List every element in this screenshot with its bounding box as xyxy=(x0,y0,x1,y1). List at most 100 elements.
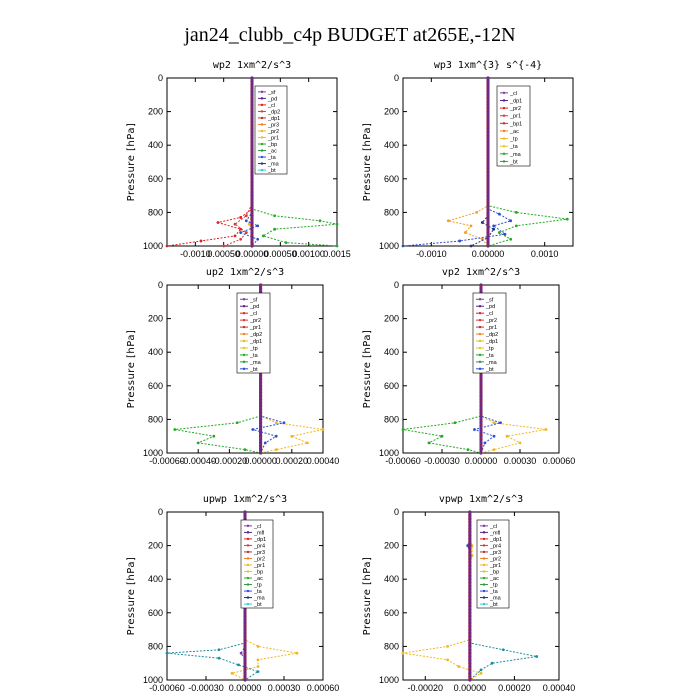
zero-line-marker xyxy=(243,648,247,652)
legend-marker xyxy=(260,110,264,113)
zero-line-marker xyxy=(250,210,254,214)
legend-marker xyxy=(482,570,486,573)
zero-line-marker xyxy=(243,621,247,625)
series-point-dp2 xyxy=(401,428,405,431)
legend-entry: _cl xyxy=(253,524,261,530)
legend-marker xyxy=(260,90,264,94)
legend-entry: _tp xyxy=(253,583,262,589)
zero-line-marker xyxy=(250,120,254,124)
legend-entry: _dp1 xyxy=(249,339,262,345)
zero-line-marker xyxy=(468,614,472,618)
legend-marker xyxy=(478,311,482,315)
plot-frame xyxy=(166,284,324,454)
legend-marker xyxy=(482,524,486,528)
y-tick-label: 800 xyxy=(148,641,163,651)
legend-entry: _ma xyxy=(267,162,280,168)
panel-title: wp2 1xm^2/s^3 xyxy=(213,60,291,71)
zero-line-marker xyxy=(468,537,472,541)
zero-line-marker xyxy=(243,654,247,659)
zero-line-marker xyxy=(243,611,247,615)
zero-line-marker xyxy=(250,99,254,104)
legend-marker xyxy=(482,550,486,554)
zero-line-marker xyxy=(468,584,472,588)
legend-marker xyxy=(478,367,482,371)
zero-line-marker xyxy=(250,204,254,208)
legend-entry: _ma xyxy=(489,596,502,602)
legend-entry: _tp xyxy=(509,137,518,143)
series-point-cl xyxy=(239,227,243,231)
zero-line-marker xyxy=(243,644,247,649)
legend-entry: _dp1 xyxy=(485,339,498,345)
series-point-bp1 xyxy=(497,231,501,234)
x-tick-label: -0.00020 xyxy=(408,683,444,693)
legend-marker xyxy=(478,339,482,343)
series-point-tp xyxy=(501,648,505,652)
legend-entry: _pr3 xyxy=(267,122,279,128)
zero-line-marker xyxy=(486,140,490,144)
legend-marker xyxy=(246,550,250,554)
y-tick-label: 400 xyxy=(384,574,399,584)
zero-line-marker xyxy=(250,227,254,231)
zero-line-marker xyxy=(486,96,490,100)
series-point-bp xyxy=(335,244,339,248)
zero-line-marker xyxy=(479,421,483,425)
legend-entry: _cl xyxy=(485,311,493,317)
zero-line-marker xyxy=(250,160,254,164)
legend-marker xyxy=(482,602,486,606)
legend-entry: _ac xyxy=(253,576,263,582)
series-point-bp1 xyxy=(565,217,569,221)
zero-line-marker xyxy=(243,607,247,612)
legend-entry: _dp1 xyxy=(509,98,522,104)
legend-entry: _dp2 xyxy=(485,332,498,338)
legend-entry: _ma xyxy=(249,360,262,366)
zero-line-marker xyxy=(259,283,263,287)
zero-line-marker xyxy=(479,441,483,445)
zero-line-marker xyxy=(468,638,472,642)
legend-marker xyxy=(260,142,264,146)
zero-line-marker xyxy=(486,204,490,208)
legend-marker xyxy=(260,103,264,107)
series-point-pr2 xyxy=(256,658,260,662)
zero-line-marker xyxy=(468,530,472,534)
panel-title: vpwp 1xm^2/s^3 xyxy=(439,494,523,505)
zero-line-marker xyxy=(250,126,254,130)
legend-marker xyxy=(482,563,486,567)
zero-line-marker xyxy=(468,554,472,558)
x-tick-label: -0.00030 xyxy=(188,683,224,693)
zero-line-marker xyxy=(250,177,254,181)
legend-marker xyxy=(246,589,250,593)
zero-line-marker xyxy=(468,648,472,652)
series-point-pr2 xyxy=(401,651,405,655)
legend-entry: _bt xyxy=(489,602,498,608)
zero-line-marker xyxy=(468,510,472,514)
zero-line-marker xyxy=(486,110,490,114)
panel-1: wp2 1xm^2/s^3 Pressure [hPa] 0 200 400 600 800… xyxy=(126,60,351,259)
series-point-tp xyxy=(492,434,496,438)
zero-line-marker xyxy=(486,183,490,188)
zero-line-marker xyxy=(479,290,483,294)
legend-entry: _tp xyxy=(485,346,494,352)
series-point-tp xyxy=(217,656,221,660)
figure-title: jan24_clubb_c4p BUDGET at265E,-12N xyxy=(183,24,515,46)
series-point-pr2 xyxy=(479,671,483,675)
zero-line-marker xyxy=(486,89,490,94)
zero-line-marker xyxy=(243,661,247,665)
legend-marker xyxy=(502,106,506,110)
legend-marker xyxy=(478,318,482,322)
legend-marker xyxy=(260,97,264,100)
y-tick-label: 0 xyxy=(394,73,399,83)
zero-line-marker xyxy=(250,136,254,141)
y-tick-label: 200 xyxy=(384,541,399,551)
series-line-pr2 xyxy=(230,512,298,681)
x-tick-label: 0.0010 xyxy=(531,249,559,259)
legend-box xyxy=(476,519,510,609)
legend-entry: _ma xyxy=(485,360,498,366)
zero-line-marker xyxy=(243,631,247,635)
legend-entry: _pr1 xyxy=(249,325,261,331)
y-axis-label: Pressure [hPa] xyxy=(362,330,373,409)
zero-line-marker xyxy=(250,163,254,167)
legend-marker xyxy=(502,160,506,163)
zero-line-marker xyxy=(486,116,490,120)
zero-line-marker xyxy=(479,286,483,290)
